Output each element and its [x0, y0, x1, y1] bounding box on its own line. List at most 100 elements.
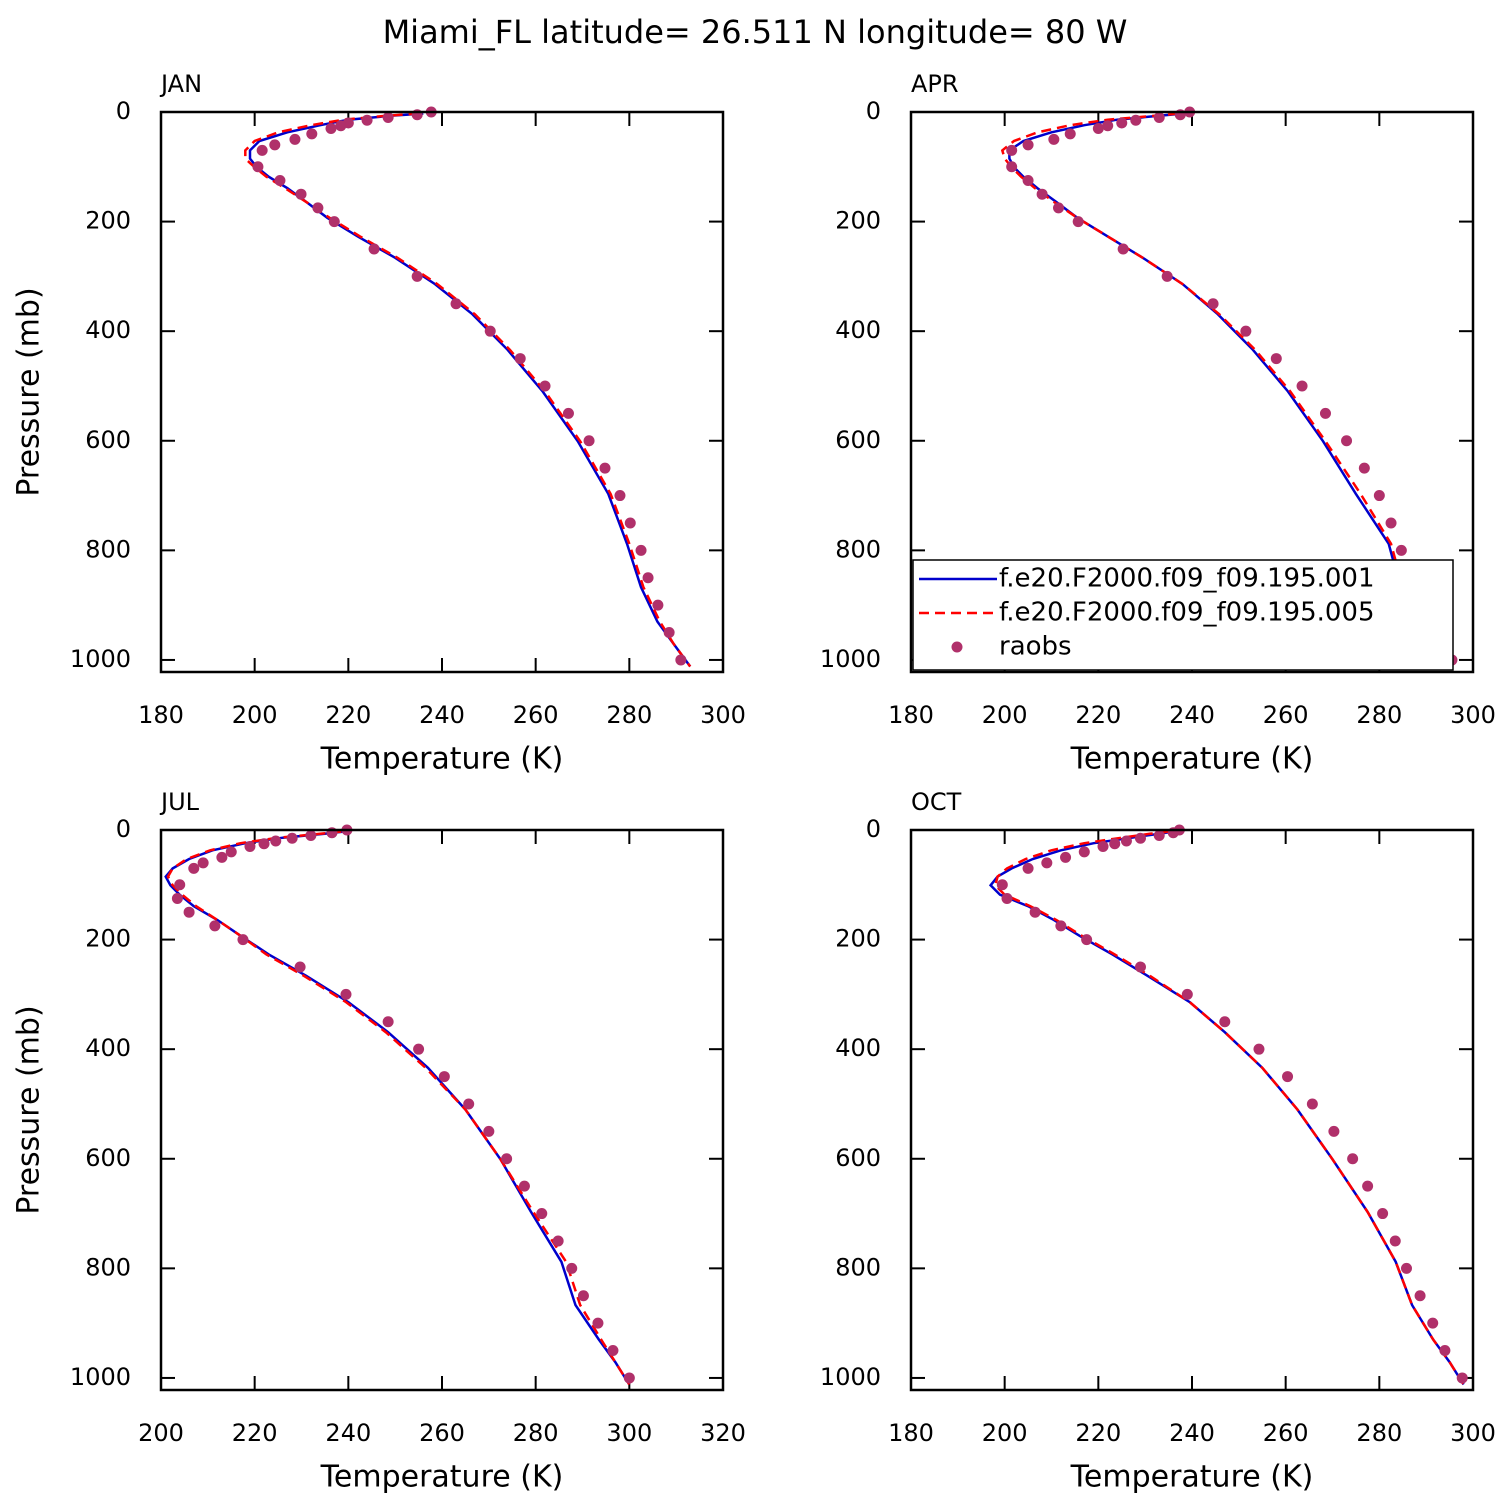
obs-point: [1092, 122, 1104, 134]
obs-point: [566, 1262, 578, 1274]
obs-point: [607, 1345, 619, 1357]
obs-point: [1060, 851, 1072, 863]
obs-point: [1134, 961, 1146, 973]
obs-point: [312, 202, 324, 214]
y-tick-label: 400: [835, 316, 881, 344]
obs-point: [361, 114, 373, 126]
obs-point: [209, 920, 221, 932]
x-tick-label: 220: [1075, 1419, 1121, 1447]
x-tick-label: 240: [325, 1419, 371, 1447]
obs-point: [1001, 892, 1013, 904]
obs-point: [1048, 133, 1060, 145]
plot-frame: [909, 110, 1475, 674]
obs-point: [1134, 832, 1146, 844]
obs-point: [1219, 1016, 1231, 1028]
obs-point: [237, 934, 249, 946]
obs-point: [1055, 920, 1067, 932]
plot-frame: [159, 110, 725, 674]
obs-point: [216, 851, 228, 863]
y-tick-label: 0: [866, 97, 881, 125]
obs-point: [286, 832, 298, 844]
obs-point: [183, 906, 195, 918]
y-tick-label: 400: [85, 1034, 131, 1062]
panel: JUL 200 220 240 260 280 300 320 0 200 400 600 800 100…: [12, 788, 746, 1495]
legend-label: f.e20.F2000.f09_f09.195.005: [999, 598, 1375, 628]
obs-point: [382, 1016, 394, 1028]
obs-point: [1081, 934, 1093, 946]
obs-point: [1389, 1235, 1401, 1247]
obs-point: [577, 1290, 589, 1302]
obs-point: [483, 1125, 495, 1137]
obs-point: [642, 572, 654, 584]
panel: OCT 180 200 220 240 260 280 300 0 200 400 600 800 100…: [820, 788, 1496, 1495]
y-tick-label: 0: [116, 815, 131, 843]
panel: JAN 180 200 220 240 260 280 300 0 200 400 600 800 100…: [12, 70, 746, 777]
x-tick-label: 240: [1169, 701, 1215, 729]
y-tick-label: 600: [835, 1144, 881, 1172]
x-tick-label: 200: [982, 701, 1028, 729]
obs-point: [244, 840, 256, 852]
obs-point: [1041, 857, 1053, 869]
obs-point: [518, 1180, 530, 1192]
obs-point: [382, 111, 394, 123]
x-tick-label: 320: [700, 1419, 746, 1447]
x-tick-label: 180: [138, 701, 184, 729]
obs-point: [635, 544, 647, 556]
obs-point: [1282, 1071, 1294, 1083]
obs-point: [562, 407, 574, 419]
obs-point: [1319, 407, 1331, 419]
obs-point: [614, 490, 626, 502]
y-tick-label: 1000: [70, 645, 131, 673]
legend-label: f.e20.F2000.f09_f09.195.001: [999, 564, 1375, 594]
obs-point: [274, 174, 286, 186]
obs-point: [1116, 117, 1128, 129]
obs-point: [1414, 1290, 1426, 1302]
obs-point: [1078, 846, 1090, 858]
x-tick-label: 220: [325, 701, 371, 729]
obs-point: [484, 325, 496, 337]
legend-label: raobs: [999, 632, 1072, 662]
x-tick-label: 260: [1263, 701, 1309, 729]
profile-line: [164, 830, 631, 1386]
obs-point: [1395, 544, 1407, 556]
obs-point: [1240, 325, 1252, 337]
obs-point: [1153, 111, 1165, 123]
obs-point: [539, 380, 551, 392]
obs-point: [188, 862, 200, 874]
obs-point: [1362, 1180, 1374, 1192]
plot-frame: [159, 828, 725, 1392]
x-axis-label: Temperature (K): [1070, 742, 1314, 777]
x-tick-label: 280: [1356, 1419, 1402, 1447]
obs-point: [1341, 435, 1353, 447]
obs-point: [1373, 490, 1385, 502]
y-tick-label: 800: [835, 1253, 881, 1281]
figure-title: Miami_FL latitude= 26.511 N longitude= 8…: [383, 13, 1128, 51]
x-axis-label: Temperature (K): [320, 742, 564, 777]
obs-point: [1109, 838, 1121, 850]
legend-box: [912, 559, 1454, 671]
x-tick-label: 180: [888, 1419, 934, 1447]
obs-point: [1022, 862, 1034, 874]
y-tick-label: 200: [835, 207, 881, 235]
x-tick-label: 240: [419, 701, 465, 729]
profile-line: [1008, 112, 1453, 668]
x-tick-label: 200: [232, 701, 278, 729]
x-tick-label: 280: [1356, 701, 1402, 729]
y-tick-label: 600: [85, 426, 131, 454]
obs-point: [1153, 829, 1165, 841]
x-tick-label: 220: [1075, 701, 1121, 729]
obs-point: [325, 122, 337, 134]
profile-line: [166, 830, 631, 1386]
x-axis-label: Temperature (K): [320, 1460, 564, 1495]
obs-point: [536, 1208, 548, 1220]
obs-point: [1130, 114, 1142, 126]
obs-point: [295, 188, 307, 200]
y-tick-label: 400: [835, 1034, 881, 1062]
obs-point: [501, 1153, 513, 1165]
y-tick-label: 0: [866, 815, 881, 843]
obs-point: [1117, 243, 1129, 255]
obs-point: [1358, 462, 1370, 474]
profile-line: [1000, 112, 1453, 668]
obs-point: [1102, 120, 1114, 132]
